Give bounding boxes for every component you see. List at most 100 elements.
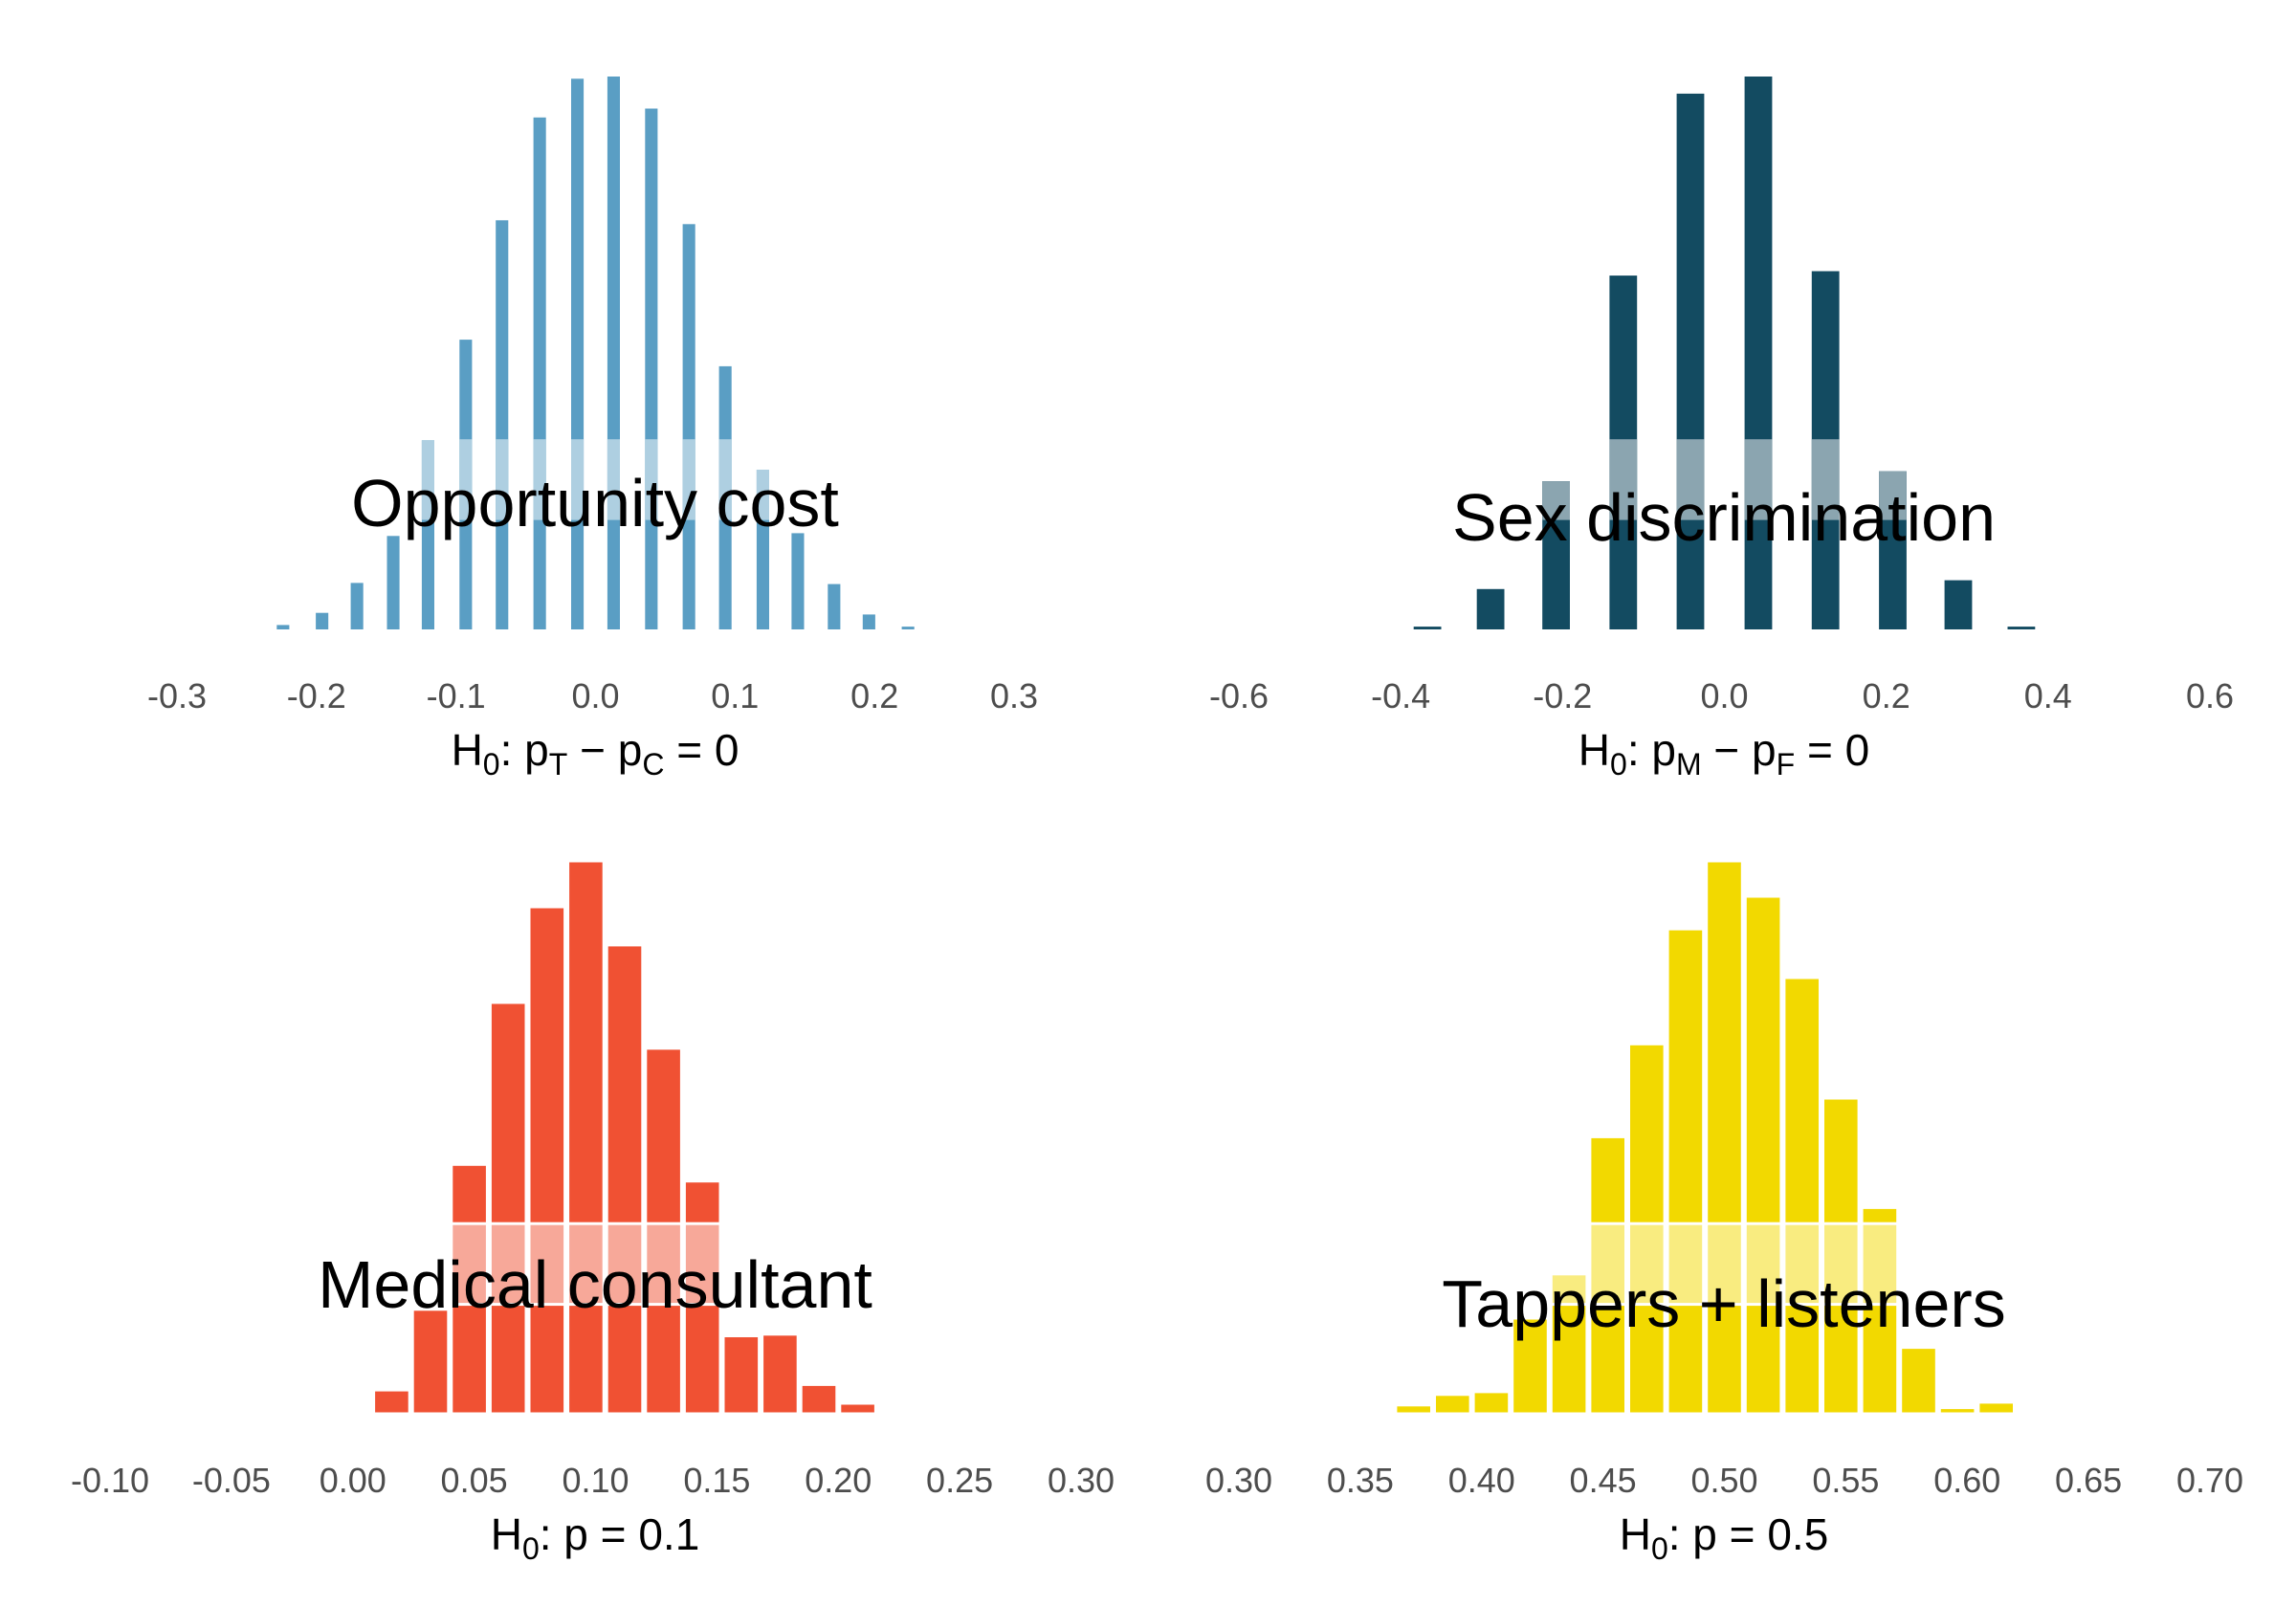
panel-sex-discrimination: -0.6 -0.4 -0.2 0.0 0.2 0.4 0.6 Sex discriminati… bbox=[1209, 77, 2234, 781]
x-tick-label: -0.1 bbox=[427, 676, 486, 715]
bar bbox=[682, 224, 695, 630]
bar bbox=[333, 1410, 373, 1416]
bar bbox=[1705, 859, 1744, 1416]
bar bbox=[799, 1382, 839, 1416]
bar bbox=[791, 533, 805, 629]
bar-highlight bbox=[645, 439, 658, 520]
x-tick-label: -0.05 bbox=[192, 1461, 271, 1500]
bar-highlight bbox=[459, 439, 473, 520]
bar bbox=[1413, 627, 1442, 629]
bar bbox=[566, 859, 606, 1416]
bar bbox=[316, 612, 329, 629]
bar-highlight bbox=[496, 439, 509, 520]
bar bbox=[1666, 927, 1706, 1416]
x-tick-label: 0.2 bbox=[850, 676, 898, 715]
bar bbox=[828, 583, 841, 629]
x-axis-label: H0: p = 0.5 bbox=[1620, 1509, 1829, 1566]
bar-highlight bbox=[1549, 1272, 1589, 1307]
bar bbox=[838, 1401, 877, 1416]
bar-highlight bbox=[1743, 1222, 1783, 1307]
bar-highlight bbox=[607, 439, 620, 520]
x-tick-label: -0.6 bbox=[1209, 676, 1269, 715]
bar-highlight bbox=[566, 1222, 606, 1307]
bar bbox=[1944, 580, 1973, 629]
x-tick-label: 0.6 bbox=[2186, 676, 2234, 715]
bar-highlight bbox=[1879, 471, 1907, 520]
bar-highlight bbox=[527, 1222, 567, 1307]
bar bbox=[1782, 976, 1822, 1416]
bar-highlight bbox=[682, 439, 695, 520]
bar-highlight bbox=[450, 1222, 489, 1307]
x-tick-label: 0.1 bbox=[711, 676, 759, 715]
bar bbox=[1433, 1393, 1472, 1416]
x-tick-label: -0.10 bbox=[71, 1461, 149, 1500]
bar-highlight bbox=[571, 439, 585, 520]
x-tick-label: 0.0 bbox=[1700, 676, 1748, 715]
x-tick-label: 0.35 bbox=[1327, 1461, 1394, 1500]
bar bbox=[1899, 1346, 1938, 1416]
bar-highlight bbox=[682, 1222, 722, 1307]
bar bbox=[607, 77, 620, 629]
x-tick-label: 0.0 bbox=[571, 676, 619, 715]
panel-title: Sex discrimination bbox=[1452, 480, 1996, 555]
bar-highlight bbox=[1860, 1222, 1900, 1307]
bar-highlight bbox=[756, 470, 769, 520]
bar-highlight bbox=[1609, 439, 1638, 520]
x-tick-label: 0.40 bbox=[1448, 1461, 1515, 1500]
bar-highlight bbox=[1666, 1222, 1706, 1307]
bar bbox=[350, 583, 364, 629]
x-tick-label: 0.00 bbox=[320, 1461, 386, 1500]
x-tick-label: -0.2 bbox=[287, 676, 346, 715]
x-tick-label: -0.3 bbox=[147, 676, 207, 715]
bar-highlight bbox=[605, 1222, 645, 1307]
x-tick-label: -0.2 bbox=[1533, 676, 1592, 715]
x-tick-label: 0.45 bbox=[1570, 1461, 1637, 1500]
bar bbox=[1676, 93, 1705, 629]
bar bbox=[605, 943, 645, 1416]
bar bbox=[527, 905, 567, 1416]
x-tick-label: 0.2 bbox=[1863, 676, 1910, 715]
bar-highlight bbox=[1542, 481, 1570, 520]
bar-highlight bbox=[1821, 1222, 1861, 1307]
bar-highlight bbox=[644, 1222, 683, 1307]
bar bbox=[1476, 588, 1505, 629]
bar bbox=[488, 1001, 528, 1416]
panel-opportunity-cost: -0.3 -0.2 -0.1 0.0 0.1 0.2 0.3 Opportunity cost… bbox=[147, 77, 1038, 781]
bar-highlight bbox=[1627, 1222, 1667, 1307]
x-tick-label: 0.30 bbox=[1048, 1461, 1115, 1500]
x-axis-label: H0: pT − pC = 0 bbox=[452, 725, 740, 781]
bar bbox=[1471, 1390, 1512, 1416]
bar bbox=[1511, 1316, 1550, 1416]
bar bbox=[386, 536, 400, 629]
bar bbox=[1743, 894, 1783, 1416]
bar bbox=[276, 625, 290, 629]
bar bbox=[1937, 1406, 1977, 1416]
bar bbox=[571, 78, 585, 630]
bar-highlight bbox=[1705, 1222, 1744, 1307]
bar-highlight bbox=[1811, 439, 1840, 520]
panel-tappers-listeners: 0.30 0.35 0.40 0.45 0.50 0.55 0.60 0.65 0.70 Tapp… bbox=[1205, 859, 2243, 1566]
bar bbox=[2016, 1410, 2055, 1416]
x-tick-label: 0.10 bbox=[562, 1461, 629, 1500]
x-tick-label: 0.70 bbox=[2176, 1461, 2243, 1500]
x-tick-label: -0.4 bbox=[1371, 676, 1430, 715]
x-tick-label: 0.3 bbox=[990, 676, 1038, 715]
x-tick-label: 0.65 bbox=[2055, 1461, 2122, 1500]
x-axis-label: H0: p = 0.1 bbox=[491, 1509, 700, 1566]
bar bbox=[1394, 1403, 1434, 1416]
panel-title: Medical consultant bbox=[318, 1247, 872, 1322]
x-tick-label: 0.20 bbox=[805, 1461, 872, 1500]
bar-highlight bbox=[1744, 439, 1773, 520]
bar bbox=[901, 627, 915, 629]
bar bbox=[410, 1308, 451, 1416]
bar-highlight bbox=[488, 1222, 528, 1307]
x-tick-label: 0.4 bbox=[2024, 676, 2072, 715]
bar bbox=[645, 108, 658, 629]
bar bbox=[876, 1409, 916, 1416]
x-tick-label: 0.50 bbox=[1690, 1461, 1757, 1500]
panel-medical-consultant: -0.10 -0.05 0.00 0.05 0.10 0.15 0.20 0.25 0.30 Me… bbox=[71, 859, 1115, 1566]
x-axis-label: H0: pM − pF = 0 bbox=[1578, 725, 1869, 781]
x-tick-label: 0.25 bbox=[926, 1461, 993, 1500]
x-tick-label: 0.60 bbox=[1933, 1461, 2000, 1500]
